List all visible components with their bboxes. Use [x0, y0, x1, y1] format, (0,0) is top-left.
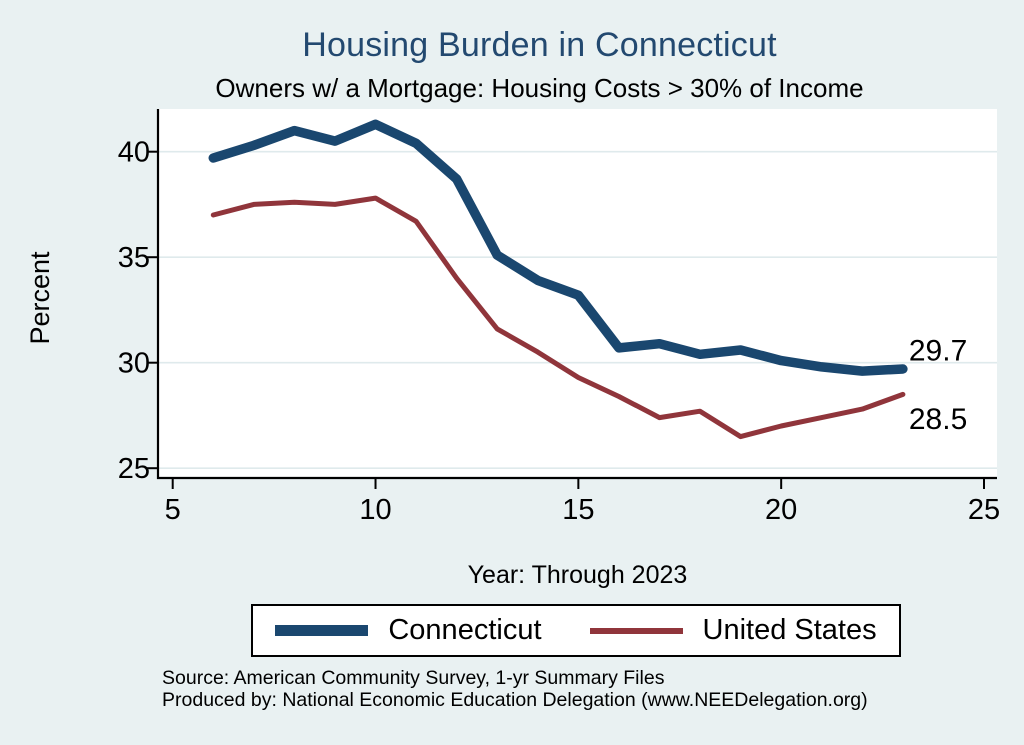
- legend-item-connecticut: Connecticut: [275, 614, 542, 647]
- y-tick-label-40: 40: [118, 137, 150, 169]
- x-tick-label-25: 25: [968, 494, 1000, 526]
- y-tick-label-30: 30: [118, 348, 150, 380]
- end-label-connecticut: 29.7: [909, 335, 967, 368]
- connecticut-line-swatch: [275, 625, 369, 636]
- united-states-line-swatch: [589, 627, 683, 634]
- x-tick-label-5: 5: [165, 494, 181, 526]
- footer-notes: Source: American Community Survey, 1-yr …: [162, 667, 1002, 711]
- source-note: Source: American Community Survey, 1-yr …: [162, 667, 665, 689]
- x-tick-label-20: 20: [765, 494, 797, 526]
- x-tick-label-15: 15: [562, 494, 594, 526]
- chart-title: Housing Burden in Connecticut: [302, 26, 777, 64]
- legend-item-united-states: United States: [589, 614, 877, 647]
- chart-subtitle: Owners w/ a Mortgage: Housing Costs > 30…: [215, 73, 864, 103]
- end-label-united-states: 28.5: [909, 403, 967, 436]
- produced-by-note: Produced by: National Economic Education…: [162, 689, 868, 711]
- x-axis-title: Year: Through 2023: [467, 561, 688, 589]
- connecticut-line: [208, 119, 908, 376]
- y-tick-label-35: 35: [118, 242, 150, 274]
- chart-legend: Connecticut United States: [251, 604, 901, 657]
- legend-label-united-states: United States: [702, 614, 877, 646]
- united-states-line: [210, 195, 906, 440]
- legend-label-connecticut: Connecticut: [388, 614, 542, 646]
- y-tick-label-25: 25: [118, 453, 150, 485]
- x-tick-label-10: 10: [359, 494, 391, 526]
